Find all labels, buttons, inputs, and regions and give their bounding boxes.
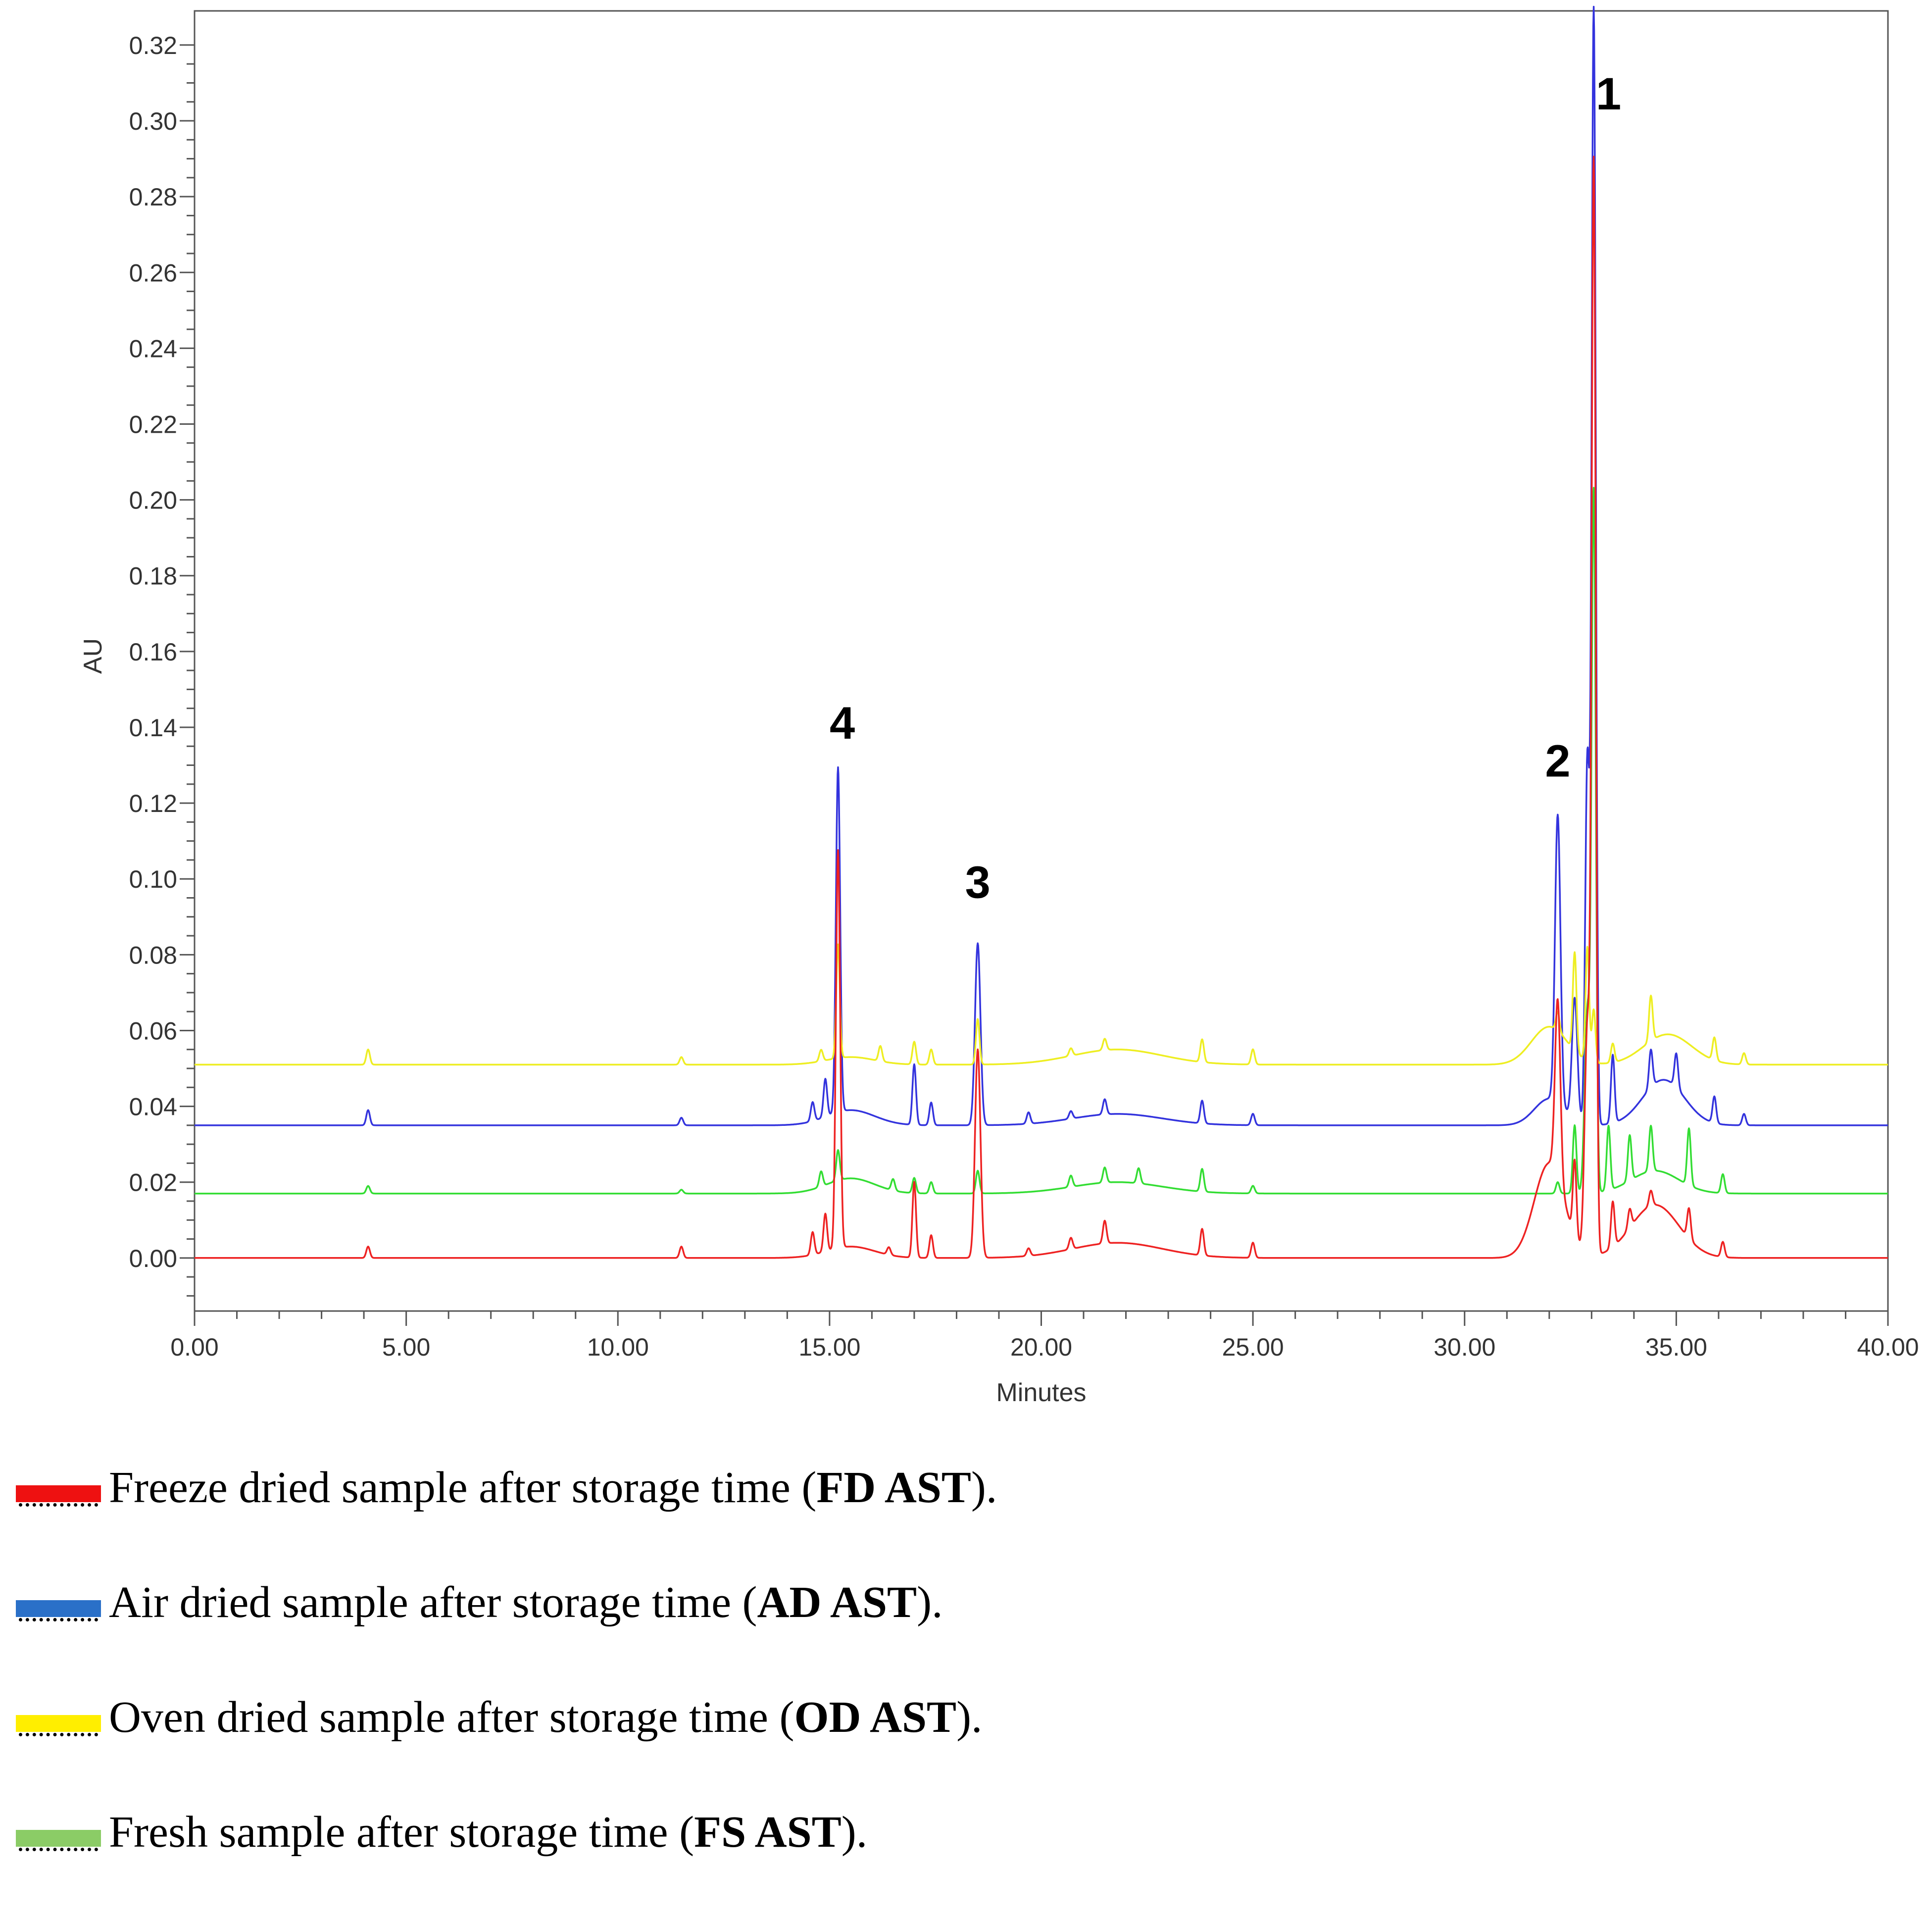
- x-tick-label: 0.00: [170, 1333, 218, 1361]
- y-tick-label: 0.14: [129, 714, 177, 742]
- series-lines: [194, 5, 1888, 1259]
- legend-swatch-od-ast: [16, 1715, 101, 1736]
- legend-label-fs-ast: Fresh sample after storage time (FS AST)…: [109, 1808, 868, 1857]
- y-tick-label: 0.06: [129, 1017, 177, 1045]
- y-tick-label: 0.00: [129, 1245, 177, 1272]
- x-tick-label: 20.00: [1010, 1333, 1072, 1361]
- x-tick-label: 35.00: [1645, 1333, 1707, 1361]
- legend-swatch-fs-ast: [16, 1830, 101, 1851]
- x-tick-label: 5.00: [382, 1333, 430, 1361]
- series-line-fd-ast: [194, 155, 1888, 1259]
- legend-item-ad-ast: Air dried sample after storage time (AD …: [15, 1575, 1896, 1690]
- legend-item-od-ast: Oven dried sample after storage time (OD…: [15, 1690, 1896, 1805]
- chromatogram-chart: 0.00 5.00 10.00 15.00 20.00 25.00 30.00 35.00 40…: [79, 5, 1919, 1407]
- x-tick-label: 10.00: [587, 1333, 649, 1361]
- peak-labels: 1 2 3 4: [830, 69, 1621, 908]
- y-tick-label: 0.10: [129, 865, 177, 893]
- x-tick-label: 40.00: [1857, 1333, 1919, 1361]
- y-tick-label: 0.12: [129, 790, 177, 817]
- legend-label-ad-ast: Air dried sample after storage time (AD …: [109, 1578, 943, 1627]
- peak-label-3: 3: [965, 857, 991, 908]
- y-tick-label: 0.20: [129, 487, 177, 514]
- y-tick-label: 0.16: [129, 638, 177, 666]
- x-axis-title: Minutes: [996, 1378, 1086, 1407]
- legend-swatch-ad-ast: [16, 1600, 101, 1621]
- series-line-ad-ast: [194, 5, 1888, 1126]
- y-tick-label: 0.32: [129, 32, 177, 59]
- y-tick-label: 0.26: [129, 259, 177, 287]
- legend-item-fs-ast: Fresh sample after storage time (FS AST)…: [15, 1805, 1896, 1920]
- y-tick-label: 0.24: [129, 335, 177, 362]
- x-tick-label: 30.00: [1434, 1333, 1495, 1361]
- peak-label-4: 4: [830, 698, 855, 749]
- peak-label-1: 1: [1596, 69, 1621, 119]
- y-tick-label: 0.22: [129, 411, 177, 439]
- y-tick-label: 0.02: [129, 1169, 177, 1197]
- y-tick-label: 0.04: [129, 1093, 177, 1121]
- y-tick-label: 0.08: [129, 941, 177, 969]
- x-axis: 0.00 5.00 10.00 15.00 20.00 25.00 30.00 35.00 40…: [170, 1311, 1919, 1361]
- legend-label-od-ast: Oven dried sample after storage time (OD…: [109, 1693, 983, 1742]
- legend-swatch-fd-ast: [16, 1485, 101, 1507]
- series-line-od-ast: [194, 943, 1888, 1066]
- y-axis: 0.00 0.02 0.04 0.06 0.08 0.10 0.12 0.14 0.16 0.18…: [129, 32, 195, 1297]
- x-tick-label: 15.00: [798, 1333, 860, 1361]
- peak-label-2: 2: [1545, 736, 1570, 787]
- y-tick-label: 0.18: [129, 562, 177, 590]
- y-tick-label: 0.28: [129, 183, 177, 211]
- legend-item-fd-ast: Freeze dried sample after storage time (…: [15, 1461, 1896, 1575]
- legend-label-fd-ast: Freeze dried sample after storage time (…: [109, 1463, 997, 1512]
- plot-frame: [194, 10, 1889, 1312]
- legend: Freeze dried sample after storage time (…: [15, 1461, 1896, 1920]
- y-tick-label: 0.30: [129, 107, 177, 135]
- y-axis-title: AU: [79, 638, 107, 674]
- x-tick-label: 25.00: [1222, 1333, 1284, 1361]
- series-line-fs-ast: [194, 487, 1888, 1195]
